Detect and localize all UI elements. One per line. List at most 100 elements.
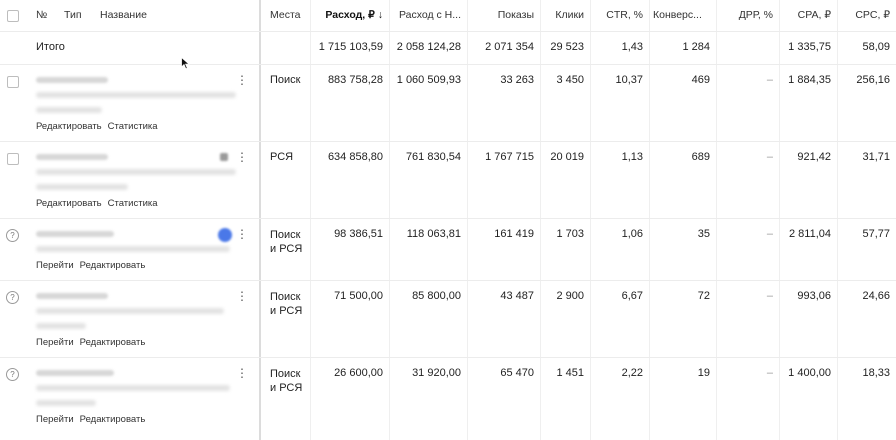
row-impressions: 65 470: [500, 367, 534, 379]
row-conversions: 469: [691, 74, 710, 86]
row-cpa: 1 400,00: [788, 367, 831, 379]
row-places-line-2: и РСЯ: [270, 243, 303, 255]
row-expense: 883 758,28: [327, 74, 383, 86]
row-expense-vat: 761 830,54: [405, 151, 461, 163]
redacted-campaign-name-2: [36, 184, 128, 190]
row-ctr: 6,67: [621, 290, 643, 302]
row-places-line-2: и РСЯ: [270, 305, 303, 317]
row-expense-vat: 1 060 509,93: [396, 74, 461, 86]
col-places-header[interactable]: Места: [270, 9, 301, 21]
total-expense: 1 715 103,59: [318, 41, 383, 53]
table-row[interactable]: ? ⋮ Перейти Редактировать Поиск и РСЯ 26 …: [0, 358, 896, 440]
total-row: Итого 1 715 103,59 2 058 124,28 2 071 35…: [0, 32, 896, 65]
row-checkbox[interactable]: [7, 153, 19, 165]
row-clicks: 1 703: [556, 228, 584, 240]
row-places-line-2: и РСЯ: [270, 382, 303, 394]
redacted-campaign-name: [36, 92, 236, 98]
more-vertical-icon[interactable]: ⋮: [236, 289, 248, 303]
redacted-campaign-id: [36, 370, 114, 376]
row-ctr: 1,06: [621, 228, 643, 240]
col-expense-header[interactable]: Расход, ₽ ↓: [310, 0, 389, 31]
question-circle-icon[interactable]: ?: [6, 368, 19, 381]
row-cpc: 31,71: [862, 151, 890, 163]
redacted-campaign-name: [36, 308, 224, 314]
redacted-campaign-name: [36, 246, 230, 252]
col-expense-label: Расход, ₽: [325, 9, 375, 21]
row-clicks: 20 019: [550, 151, 584, 163]
row-checkbox[interactable]: [7, 76, 19, 88]
redacted-campaign-name-2: [36, 400, 96, 406]
row-clicks: 1 451: [556, 367, 584, 379]
row-drr: –: [766, 367, 773, 379]
more-vertical-icon[interactable]: ⋮: [236, 150, 248, 164]
statistics-link[interactable]: Статистика: [107, 121, 158, 132]
col-cpa-header[interactable]: CPA, ₽: [797, 9, 831, 21]
table-header: № Тип Название Места Расход, ₽ ↓ Расход …: [0, 0, 896, 32]
mouse-pointer-icon: [181, 57, 190, 70]
row-conversions: 72: [697, 290, 710, 302]
row-places: Поиск: [270, 74, 301, 86]
question-circle-icon[interactable]: ?: [6, 291, 19, 304]
col-impressions-header[interactable]: Показы: [497, 9, 534, 21]
col-clicks-header[interactable]: Клики: [555, 9, 584, 21]
edit-link[interactable]: Редактировать: [79, 260, 146, 271]
edit-link[interactable]: Редактировать: [36, 121, 102, 132]
status-badge-icon: [218, 228, 232, 242]
col-expense-vat-header[interactable]: Расход с Н...: [398, 9, 461, 21]
row-impressions: 33 263: [500, 74, 534, 86]
col-type-header[interactable]: Тип: [64, 9, 82, 21]
col-ctr-header[interactable]: CTR, %: [606, 9, 643, 21]
table-row[interactable]: ⋮ Редактировать Статистика РСЯ 634 858,80…: [0, 142, 896, 219]
row-cpa: 993,06: [797, 290, 831, 302]
row-impressions: 161 419: [494, 228, 534, 240]
row-ctr: 1,13: [621, 151, 643, 163]
row-places-line-1: Поиск: [270, 368, 301, 380]
total-cpa: 1 335,75: [788, 41, 831, 53]
redacted-campaign-id: [36, 77, 108, 83]
table-row[interactable]: ? ⋮ Перейти Редактировать Поиск и РСЯ 71 …: [0, 281, 896, 358]
row-conversions: 689: [691, 151, 710, 163]
table-row[interactable]: ⋮ Редактировать Статистика Поиск 883 758,…: [0, 65, 896, 142]
more-vertical-icon[interactable]: ⋮: [236, 73, 248, 87]
question-circle-icon[interactable]: ?: [6, 229, 19, 242]
row-places: Поиск и РСЯ: [270, 228, 302, 256]
row-impressions: 43 487: [500, 290, 534, 302]
row-cpc: 256,16: [856, 74, 890, 86]
more-vertical-icon[interactable]: ⋮: [236, 366, 248, 380]
row-conversions: 19: [697, 367, 710, 379]
total-ctr: 1,43: [621, 41, 643, 53]
row-clicks: 2 900: [556, 290, 584, 302]
redacted-campaign-id: [36, 293, 108, 299]
total-cpc: 58,09: [862, 41, 890, 53]
row-places: Поиск и РСЯ: [270, 367, 302, 395]
row-drr: –: [766, 290, 773, 302]
total-clicks: 29 523: [550, 41, 584, 53]
row-cpc: 18,33: [862, 367, 890, 379]
col-name-header[interactable]: Название: [100, 9, 147, 21]
col-drr-header[interactable]: ДРР, %: [738, 9, 773, 21]
row-expense-vat: 85 800,00: [412, 290, 461, 302]
open-link[interactable]: Перейти: [36, 337, 74, 348]
row-expense: 634 858,80: [327, 151, 383, 163]
more-vertical-icon[interactable]: ⋮: [236, 227, 248, 241]
edit-link[interactable]: Редактировать: [79, 414, 146, 425]
edit-link[interactable]: Редактировать: [36, 198, 102, 209]
col-conversions-header[interactable]: Конверс...: [653, 9, 702, 21]
open-link[interactable]: Перейти: [36, 260, 74, 271]
table-row[interactable]: ? ⋮ Перейти Редактировать Поиск и РСЯ 98 …: [0, 219, 896, 281]
statistics-link[interactable]: Статистика: [107, 198, 158, 209]
row-expense: 26 600,00: [334, 367, 383, 379]
select-all-checkbox[interactable]: [7, 10, 19, 22]
row-cpa: 1 884,35: [788, 74, 831, 86]
edit-link[interactable]: Редактировать: [79, 337, 146, 348]
row-drr: –: [766, 151, 773, 163]
row-cpc: 24,66: [862, 290, 890, 302]
open-link[interactable]: Перейти: [36, 414, 74, 425]
redacted-campaign-name: [36, 169, 236, 175]
row-places: Поиск и РСЯ: [270, 290, 302, 318]
col-cpc-header[interactable]: CPC, ₽: [855, 9, 890, 21]
col-num-header[interactable]: №: [36, 9, 48, 21]
total-impressions: 2 071 354: [485, 41, 534, 53]
total-conversions: 1 284: [682, 41, 710, 53]
redacted-campaign-name-2: [36, 323, 86, 329]
